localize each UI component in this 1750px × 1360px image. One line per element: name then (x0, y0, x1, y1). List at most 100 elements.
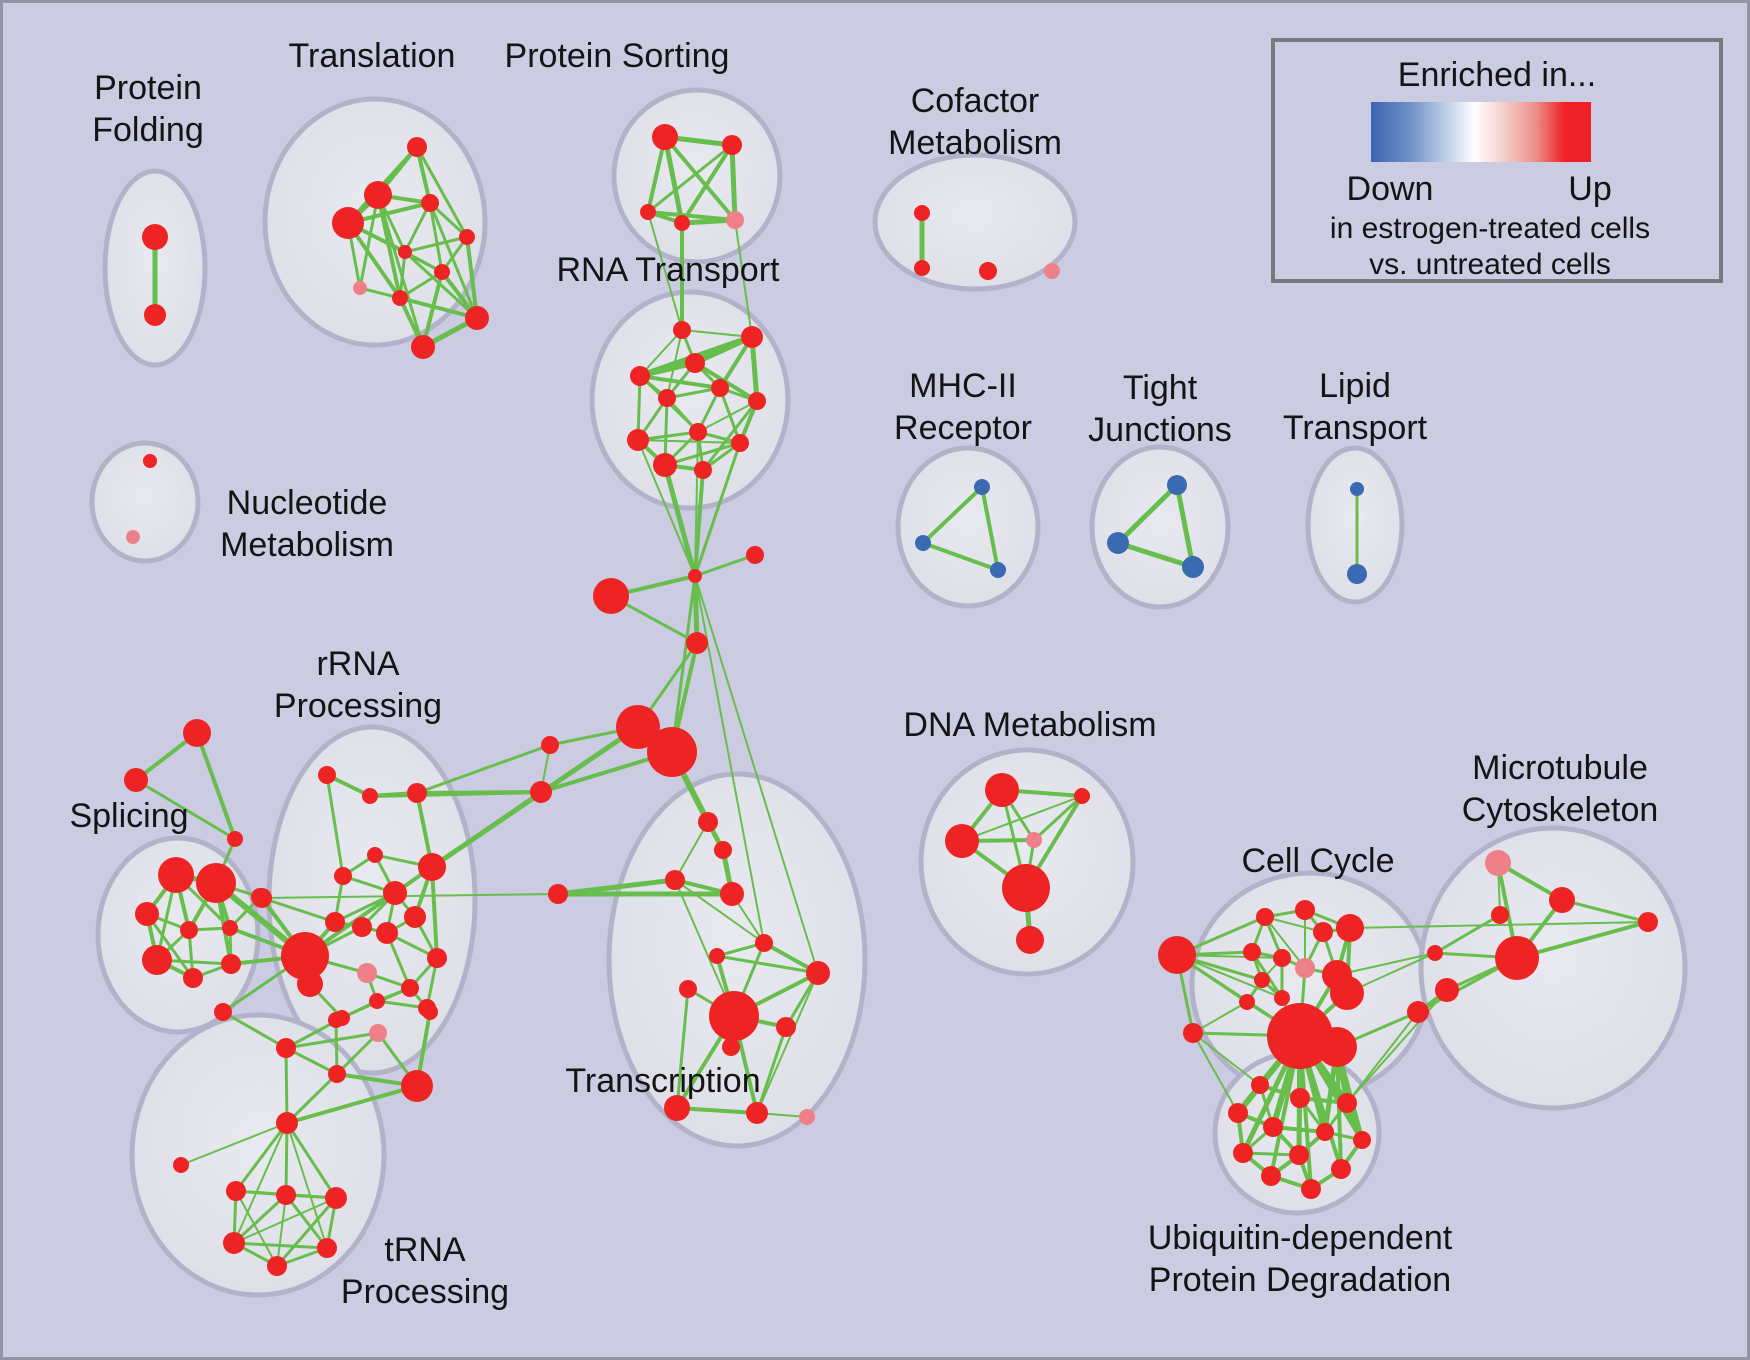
node (1228, 1103, 1248, 1123)
node (1336, 914, 1364, 942)
cluster-ellipse-tight-junctions (1089, 444, 1231, 610)
node (418, 853, 446, 881)
node (126, 530, 140, 544)
node (276, 1112, 298, 1134)
cluster-label-dna-metabolism: DNA Metabolism (903, 706, 1156, 744)
node (1289, 1145, 1309, 1165)
edge (692, 573, 700, 646)
node (398, 245, 412, 259)
edge (1560, 898, 1650, 924)
node (748, 392, 766, 410)
cluster-ellipse-lipid-transport (1305, 445, 1405, 605)
cluster-label-tight-junctions: Junctions (1088, 411, 1232, 449)
node (1331, 1159, 1351, 1179)
node (183, 719, 211, 747)
edge (275, 1196, 338, 1268)
cluster-label-protein-sorting: Protein Sorting (505, 37, 730, 75)
node (1347, 564, 1367, 584)
node (427, 948, 447, 968)
node (267, 1256, 287, 1276)
edge (639, 329, 683, 377)
edge (233, 1197, 337, 1244)
edge (421, 270, 444, 349)
edge (756, 972, 819, 1114)
node (689, 423, 707, 441)
node (1337, 1093, 1357, 1113)
node (362, 788, 378, 804)
edge (694, 575, 819, 974)
legend-box: Enriched in... Down Up in estrogen-treat… (1271, 38, 1723, 283)
cluster-ellipse-microtubule-cytoskeleton (1418, 825, 1688, 1111)
edge (694, 431, 699, 577)
node (124, 768, 148, 792)
node (731, 434, 749, 452)
edge (681, 329, 753, 338)
node (276, 1038, 296, 1058)
node (332, 207, 364, 239)
node (1002, 864, 1050, 912)
node (722, 135, 742, 155)
node (1239, 994, 1255, 1010)
cluster-label-nucleotide-metabolism: Metabolism (220, 526, 394, 564)
node (325, 1187, 347, 1209)
cluster-label-transcription: Transcription (565, 1062, 760, 1100)
node (1353, 1131, 1371, 1149)
edge (1433, 913, 1502, 955)
cluster-label-cofactor-metabolism: Cofactor (911, 82, 1040, 120)
edge (729, 142, 738, 223)
node (974, 479, 990, 495)
edge (284, 1121, 289, 1197)
cluster-label-lipid-transport: Lipid (1319, 367, 1391, 405)
cluster-label-rrna-processing: Processing (274, 687, 442, 725)
node (530, 781, 552, 803)
edge (693, 441, 742, 578)
edge (1115, 540, 1196, 570)
node (653, 453, 677, 477)
node (1254, 972, 1270, 988)
edge (195, 731, 237, 841)
edge (694, 575, 765, 944)
edge (637, 439, 741, 444)
edge (680, 143, 734, 225)
node (1638, 912, 1658, 932)
cluster-label-splicing: Splicing (69, 797, 188, 835)
edge (701, 399, 759, 472)
edge (134, 778, 237, 841)
edge (334, 1018, 339, 1076)
edge (286, 1122, 328, 1249)
node (196, 863, 236, 903)
node (281, 932, 329, 980)
edge (662, 462, 698, 579)
node (328, 1065, 346, 1083)
edge (715, 954, 820, 975)
legend-caption-line1: in estrogen-treated cells (1329, 212, 1651, 245)
node (755, 934, 773, 952)
node (686, 632, 708, 654)
cluster-label-ubiquitin-degradation: Protein Degradation (1149, 1261, 1451, 1299)
edge (325, 773, 345, 878)
edge (376, 193, 425, 349)
node (674, 215, 690, 231)
edge (1192, 1001, 1248, 1034)
node (914, 205, 930, 221)
node (352, 917, 372, 937)
edge (663, 441, 742, 467)
edge (674, 879, 765, 944)
node (222, 920, 238, 936)
edge (662, 134, 685, 226)
edge (734, 219, 753, 338)
node (1435, 978, 1459, 1002)
edge (1264, 916, 1306, 969)
cluster-ellipse-mhc-ii-receptor (895, 445, 1041, 609)
node (1350, 482, 1364, 496)
node (746, 546, 764, 564)
cluster-label-tight-junctions: Tight (1123, 369, 1198, 407)
node (401, 1070, 433, 1102)
edge (1336, 952, 1436, 976)
cluster-label-ubiquitin-degradation: Ubiquitin-dependent (1148, 1219, 1453, 1257)
node (616, 705, 660, 749)
node (914, 260, 930, 276)
node (143, 454, 157, 468)
node (353, 281, 367, 295)
